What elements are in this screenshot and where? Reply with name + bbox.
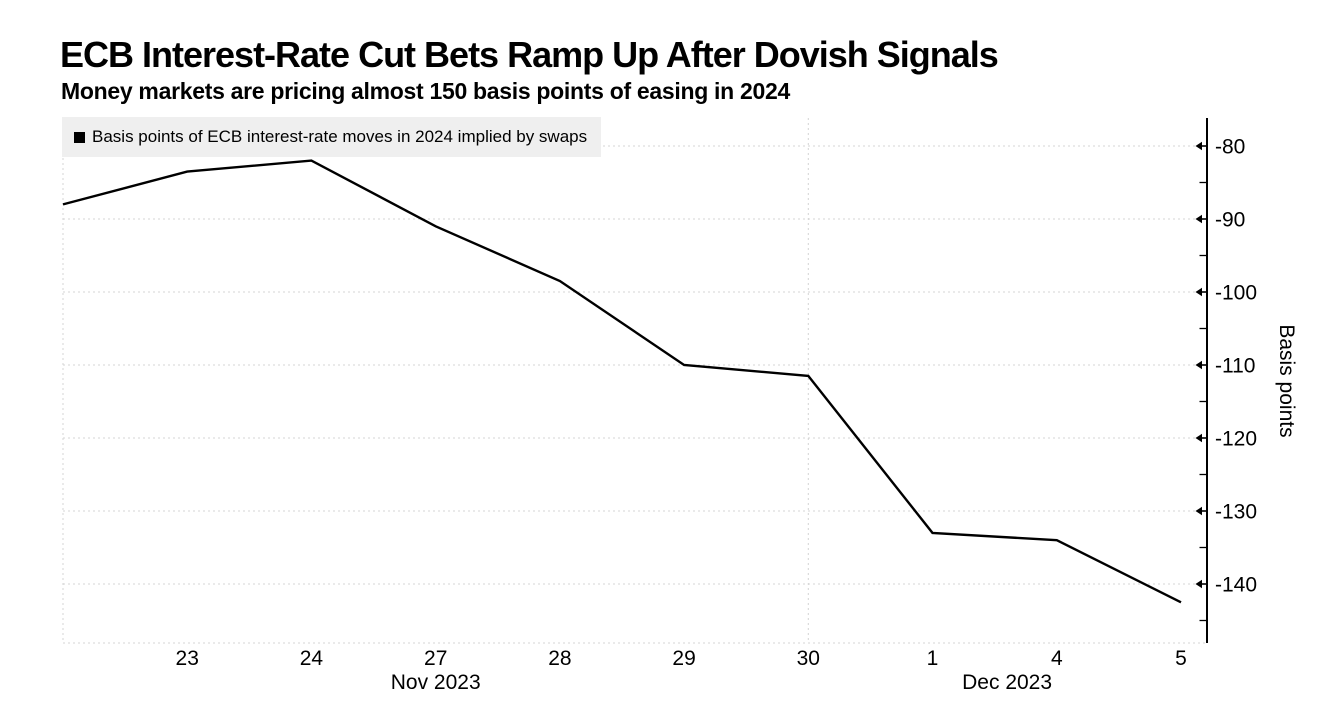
x-tick-label: 29 — [672, 647, 695, 670]
y-tick-arrow-icon — [1195, 287, 1202, 297]
y-tick-arrow-icon — [1195, 579, 1202, 589]
y-tick-arrow-icon — [1195, 433, 1202, 443]
legend-swatch-icon — [74, 131, 85, 143]
legend: Basis points of ECB interest-rate moves … — [62, 117, 602, 157]
series-line — [62, 159, 1182, 604]
y-tick-arrow-icon — [1195, 506, 1202, 516]
x-tick-label: 28 — [548, 647, 571, 670]
y-tick-label: -100 — [1215, 282, 1257, 305]
y-tick-arrow-icon — [1195, 214, 1202, 224]
x-month-label: Dec 2023 — [962, 671, 1052, 694]
chart-subtitle: Money markets are pricing almost 150 bas… — [61, 78, 790, 104]
x-tick-label: 30 — [797, 647, 820, 670]
x-tick-label: 4 — [1051, 647, 1063, 670]
y-tick-label: -90 — [1215, 209, 1245, 232]
x-tick-label: 5 — [1175, 647, 1187, 670]
x-tick-label: 24 — [300, 647, 324, 670]
y-tick-label: -120 — [1215, 428, 1257, 451]
x-tick-label: 23 — [176, 647, 199, 670]
x-tick-label: 1 — [927, 647, 939, 670]
y-tick-label: -130 — [1215, 501, 1257, 524]
y-axis-title: Basis points — [1275, 324, 1298, 437]
y-tick-arrow-icon — [1195, 141, 1202, 151]
y-tick-label: -80 — [1215, 136, 1245, 159]
x-month-label: Nov 2023 — [391, 671, 481, 694]
y-tick-arrow-icon — [1195, 360, 1202, 370]
x-tick-label: 27 — [424, 647, 447, 670]
y-tick-label: -140 — [1215, 574, 1257, 597]
legend-label: Basis points of ECB interest-rate moves … — [92, 127, 588, 146]
y-tick-label: -110 — [1215, 355, 1255, 378]
chart-title: ECB Interest-Rate Cut Bets Ramp Up After… — [60, 34, 999, 75]
